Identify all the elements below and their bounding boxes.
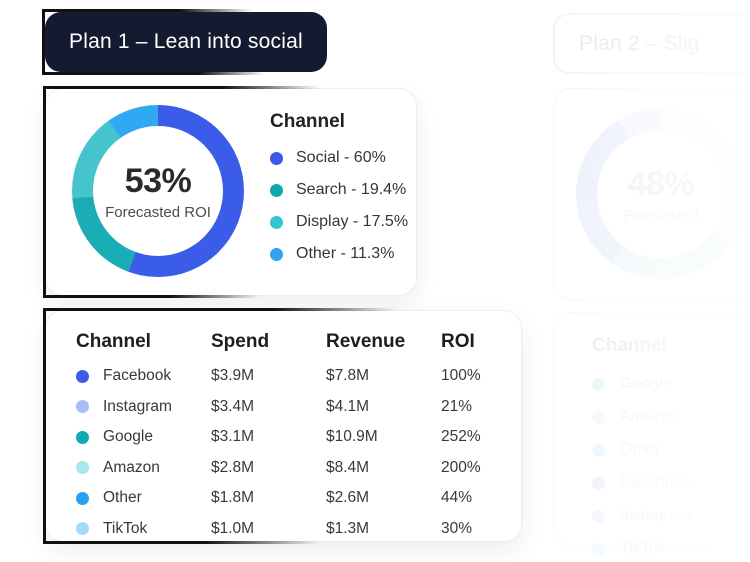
- plan2-row-tiktok: TikTok: [592, 540, 750, 558]
- channel-dot-google: [592, 377, 605, 391]
- channel-dot-tiktok: [592, 542, 605, 556]
- cell-revenue: $7.8M: [326, 367, 370, 385]
- plan1-chart-card: 53% Forecasted ROI Channel Social - 60% …: [43, 86, 417, 298]
- table-header-row: Channel Spend Revenue ROI: [46, 323, 521, 361]
- cell-revenue: $1.3M: [326, 519, 370, 537]
- forecasted-roi-value: 53%: [124, 161, 192, 200]
- donut-center: 53% Forecasted ROI: [93, 126, 223, 256]
- cell-channel: Google: [103, 428, 153, 446]
- roi-donut-chart: 53% Forecasted ROI: [72, 105, 244, 277]
- cell-channel: Amazon: [620, 408, 679, 425]
- col-header-roi: ROI: [441, 331, 475, 352]
- legend-item-search: Search - 19.4%: [270, 181, 408, 199]
- plan2-row-other: Other: [592, 441, 750, 459]
- plan2-row-facebook: Facebook: [592, 474, 750, 492]
- cell-spend: $1.8M: [211, 489, 255, 507]
- channel-performance-table: Channel Spend Revenue ROI Facebook $3.9M…: [46, 311, 521, 541]
- cell-channel: TikTok: [620, 540, 666, 557]
- table-row-tiktok[interactable]: TikTok $1.0M $1.3M 30%: [46, 514, 521, 545]
- table-row-amazon[interactable]: Amazon $2.8M $8.4M 200%: [46, 453, 521, 484]
- channel-legend: Channel Social - 60% Search - 19.4% Disp…: [270, 111, 408, 277]
- cell-roi: 21%: [441, 397, 473, 415]
- legend-label: Display - 17.5%: [296, 213, 409, 230]
- plan2-col-header-channel: Channel: [592, 335, 667, 356]
- legend-dot-other: [270, 247, 283, 261]
- cell-roi: 200%: [441, 458, 481, 476]
- plan2-row-amazon: Amazon: [592, 408, 750, 426]
- legend-item-display: Display - 17.5%: [270, 213, 408, 231]
- col-header-spend: Spend: [211, 331, 270, 352]
- legend-item-social: Social - 60%: [270, 149, 408, 167]
- col-header-channel: Channel: [76, 331, 151, 352]
- plan2-table-card: Channel Google Amazon Other Facebook Ins…: [553, 312, 750, 557]
- sketch-outline: [43, 87, 46, 297]
- sketch-outline: [42, 9, 327, 12]
- cell-spend: $2.8M: [211, 458, 255, 476]
- plan2-title-pill[interactable]: Plan 2 – Slig: [553, 13, 750, 74]
- cell-roi: 30%: [441, 519, 473, 537]
- plan2-channel-table: Channel Google Amazon Other Facebook Ins…: [554, 313, 750, 557]
- plan2-row-instagram: Instagram: [592, 507, 750, 525]
- cell-channel: Facebook: [620, 474, 691, 491]
- cell-roi: 44%: [441, 489, 473, 507]
- cell-channel: Instagram: [103, 397, 172, 415]
- cell-revenue: $10.9M: [326, 428, 378, 446]
- legend-dot-display: [270, 215, 283, 229]
- cell-channel: Instagram: [620, 507, 692, 524]
- plan1-table-card: Channel Spend Revenue ROI Facebook $3.9M…: [43, 308, 522, 544]
- legend-title: Channel: [270, 111, 345, 132]
- plan2-forecasted-roi-value: 48%: [627, 164, 695, 203]
- table-row-google[interactable]: Google $3.1M $10.9M 252%: [46, 422, 521, 453]
- table-row-instagram[interactable]: Instagram $3.4M $4.1M 21%: [46, 392, 521, 423]
- channel-dot-other: [76, 491, 89, 505]
- cell-spend: $3.9M: [211, 367, 255, 385]
- cell-channel: TikTok: [103, 519, 148, 537]
- channel-dot-instagram: [592, 509, 605, 523]
- channel-dot-facebook: [592, 476, 605, 490]
- channel-dot-amazon: [592, 410, 605, 424]
- table-row-facebook[interactable]: Facebook $3.9M $7.8M 100%: [46, 361, 521, 392]
- cell-roi: 252%: [441, 428, 481, 446]
- col-header-revenue: Revenue: [326, 331, 406, 352]
- legend-dot-search: [270, 183, 283, 197]
- plan2-forecasted-roi-label: Forecasted: [623, 206, 699, 224]
- sketch-outline: [43, 295, 416, 298]
- plan1-title: Plan 1 – Lean into social: [69, 30, 303, 53]
- plan2-chart-card: 48% Forecasted: [553, 88, 750, 300]
- cell-spend: $3.4M: [211, 397, 255, 415]
- sketch-outline: [43, 86, 416, 89]
- legend-label: Search - 19.4%: [296, 181, 407, 198]
- legend-dot-social: [270, 151, 283, 165]
- channel-dot-google: [76, 430, 89, 444]
- cell-channel: Facebook: [103, 367, 172, 385]
- cell-spend: $3.1M: [211, 428, 255, 446]
- channel-dot-tiktok: [76, 522, 89, 536]
- cell-channel: Google: [620, 375, 672, 392]
- plan2-row-google: Google: [592, 375, 750, 393]
- table-row-other[interactable]: Other $1.8M $2.6M 44%: [46, 483, 521, 514]
- cell-channel: Amazon: [103, 458, 160, 476]
- channel-dot-other: [592, 443, 605, 457]
- channel-dot-amazon: [76, 461, 89, 475]
- plan2-donut-center: 48% Forecasted: [597, 130, 725, 258]
- channel-dot-instagram: [76, 400, 89, 414]
- cell-roi: 100%: [441, 367, 481, 385]
- legend-label: Other - 11.3%: [296, 245, 395, 262]
- legend-label: Social - 60%: [296, 149, 386, 166]
- channel-dot-facebook: [76, 369, 89, 383]
- cell-revenue: $4.1M: [326, 397, 370, 415]
- cell-revenue: $2.6M: [326, 489, 370, 507]
- cell-channel: Other: [620, 441, 661, 458]
- cell-channel: Other: [103, 489, 142, 507]
- plan1-title-pill[interactable]: Plan 1 – Lean into social: [42, 9, 327, 75]
- sketch-outline: [42, 10, 45, 74]
- cell-revenue: $8.4M: [326, 458, 370, 476]
- plan2-title: Plan 2 – Slig: [579, 31, 700, 55]
- sketch-outline: [42, 72, 327, 75]
- cell-spend: $1.0M: [211, 519, 255, 537]
- legend-item-other: Other - 11.3%: [270, 245, 408, 263]
- plan2-roi-donut-chart: 48% Forecasted: [576, 109, 746, 279]
- forecasted-roi-label: Forecasted ROI: [105, 203, 211, 221]
